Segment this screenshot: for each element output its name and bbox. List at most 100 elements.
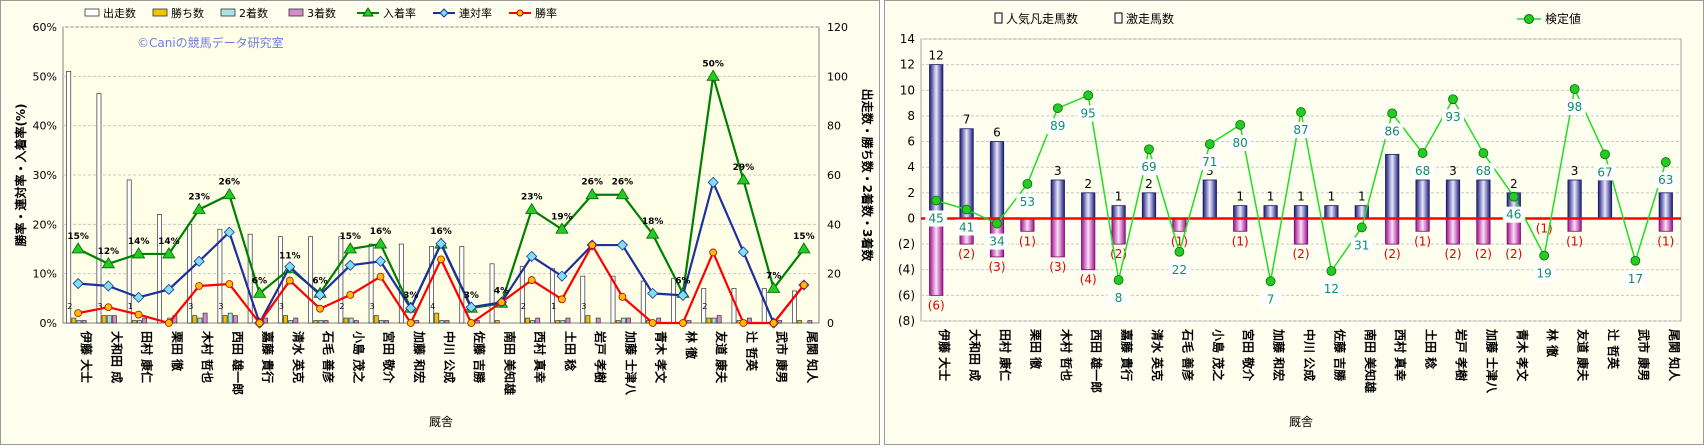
- win_rate-marker: [497, 298, 506, 307]
- starts-bar: [156, 214, 162, 324]
- popular-count-label: (4): [1080, 273, 1097, 287]
- quinella_rate-legend-marker: [439, 8, 449, 18]
- starts-bar: [489, 263, 495, 324]
- thirds-bar: [414, 320, 420, 324]
- category-label: 小島 茂之: [1211, 329, 1226, 381]
- test-value-marker: [931, 195, 942, 206]
- seconds-bar: [76, 320, 82, 324]
- count-label: 1: [128, 302, 133, 311]
- seconds-bar: [137, 320, 142, 324]
- wins-legend-swatch: [152, 8, 168, 17]
- thirds-bar: [111, 315, 117, 324]
- upset-count-label: 7: [963, 113, 971, 127]
- quinella_rate-marker: [465, 301, 477, 313]
- plot-area: [920, 38, 1682, 322]
- quinella_rate-marker: [677, 289, 689, 301]
- category-label: 加藤 和宏: [1272, 328, 1287, 381]
- quinella_rate-marker: [737, 246, 749, 258]
- test-value-label-bg: [1350, 237, 1373, 254]
- test-value-label: 34: [989, 235, 1004, 249]
- test-value-label-bg: [1472, 163, 1495, 180]
- thirds-bar: [595, 317, 601, 324]
- test-value-label: 63: [1658, 173, 1673, 187]
- win_rate-marker: [346, 290, 355, 299]
- category-label: 南田 美知雄: [1363, 329, 1378, 393]
- test-value-label: 8: [1115, 291, 1123, 305]
- y-right-tick: 20: [827, 268, 841, 281]
- place-rate-label: 15%: [340, 232, 362, 242]
- category-label: 佐藤 吉勝: [472, 330, 487, 384]
- thirds-bar: [474, 320, 480, 324]
- seconds-bar: [318, 320, 324, 324]
- wins-bar: [343, 317, 349, 324]
- test-value-label-bg: [1046, 118, 1069, 135]
- upset-count-label: 1: [1297, 190, 1305, 204]
- seconds-bar: [348, 317, 354, 324]
- category-label: 尾関 知人: [1667, 329, 1682, 382]
- count-label: 3: [188, 302, 193, 311]
- popular-bar: [1233, 218, 1248, 232]
- place_rate-marker: [766, 281, 781, 293]
- category-label: 尾関 知人: [805, 331, 820, 384]
- x-axis-title: 厩舎: [429, 415, 453, 429]
- popular-bar: [1385, 218, 1400, 245]
- seconds-bar: [530, 320, 536, 324]
- thirds-legend-swatch: [288, 8, 304, 17]
- upset-count-label: 1: [1358, 190, 1366, 204]
- category-label: 加藤 和宏: [412, 330, 427, 383]
- place_rate-marker: [525, 202, 539, 214]
- test-value-marker: [1144, 144, 1154, 155]
- place-rate-label: 14%: [128, 237, 150, 247]
- wins-bar: [192, 315, 198, 324]
- test-value-label-bg: [925, 210, 948, 227]
- upset-count-label: 1: [1267, 190, 1275, 204]
- seconds-bar: [711, 317, 717, 324]
- count-label: 2: [702, 302, 707, 311]
- place-rate-label: 23%: [188, 193, 210, 203]
- starts-bar: [338, 236, 344, 324]
- upset-bar: [1293, 205, 1309, 219]
- place-rate-label: 26%: [219, 178, 241, 188]
- quinella_rate-marker: [556, 270, 568, 282]
- test-value-marker: [1235, 119, 1246, 130]
- y-right-axis-title: 出走数・勝ち数・2着数・3着数: [860, 89, 875, 263]
- popular-count-label: (1): [1657, 234, 1674, 248]
- y-tick: 12: [900, 58, 915, 72]
- place_rate-marker: [192, 202, 206, 214]
- test-value-label: 93: [1445, 110, 1460, 124]
- popular-count-label: (2): [1475, 247, 1492, 261]
- thirds-bar: [384, 320, 389, 324]
- popular-count-label: (2): [1445, 247, 1462, 261]
- category-label: 石毛 善彦: [1180, 328, 1195, 381]
- count-label: 2: [339, 302, 344, 311]
- y-right-tick: 60: [827, 169, 841, 182]
- count-label: 3: [97, 302, 102, 311]
- starts-bar: [126, 179, 132, 324]
- upset-count-label: 3: [1449, 164, 1457, 178]
- y-tick: 2: [907, 186, 915, 200]
- quinella_rate-marker: [616, 239, 629, 251]
- popular-count-label: (2): [1384, 247, 1401, 261]
- place-rate-label: 50%: [702, 59, 724, 69]
- y-tick: 14: [900, 32, 915, 46]
- starts-bar: [580, 275, 586, 324]
- win_rate-marker: [648, 319, 657, 327]
- place_rate-marker: [736, 173, 751, 185]
- y-right-tick: 80: [827, 120, 841, 133]
- popular-count-label: (2): [958, 247, 975, 261]
- upset-bar: [1324, 205, 1339, 219]
- wins-bar: [373, 315, 379, 324]
- place-rate-label: 6%: [252, 276, 267, 286]
- popular-count-label: (1): [1019, 234, 1036, 248]
- win_rate-marker: [376, 272, 385, 281]
- win_rate-marker: [437, 255, 445, 264]
- y-tick: 4: [907, 160, 915, 174]
- popular-bar: [1445, 218, 1461, 245]
- test-value-label-bg: [1381, 123, 1404, 140]
- test-value-label: 69: [1141, 160, 1156, 174]
- upset-legend-swatch: [1114, 12, 1123, 24]
- test-value-label: 89: [1050, 119, 1065, 133]
- category-label: 栗田 徹: [170, 331, 185, 372]
- starts-bar: [550, 268, 555, 324]
- popular-bar: [1020, 218, 1035, 232]
